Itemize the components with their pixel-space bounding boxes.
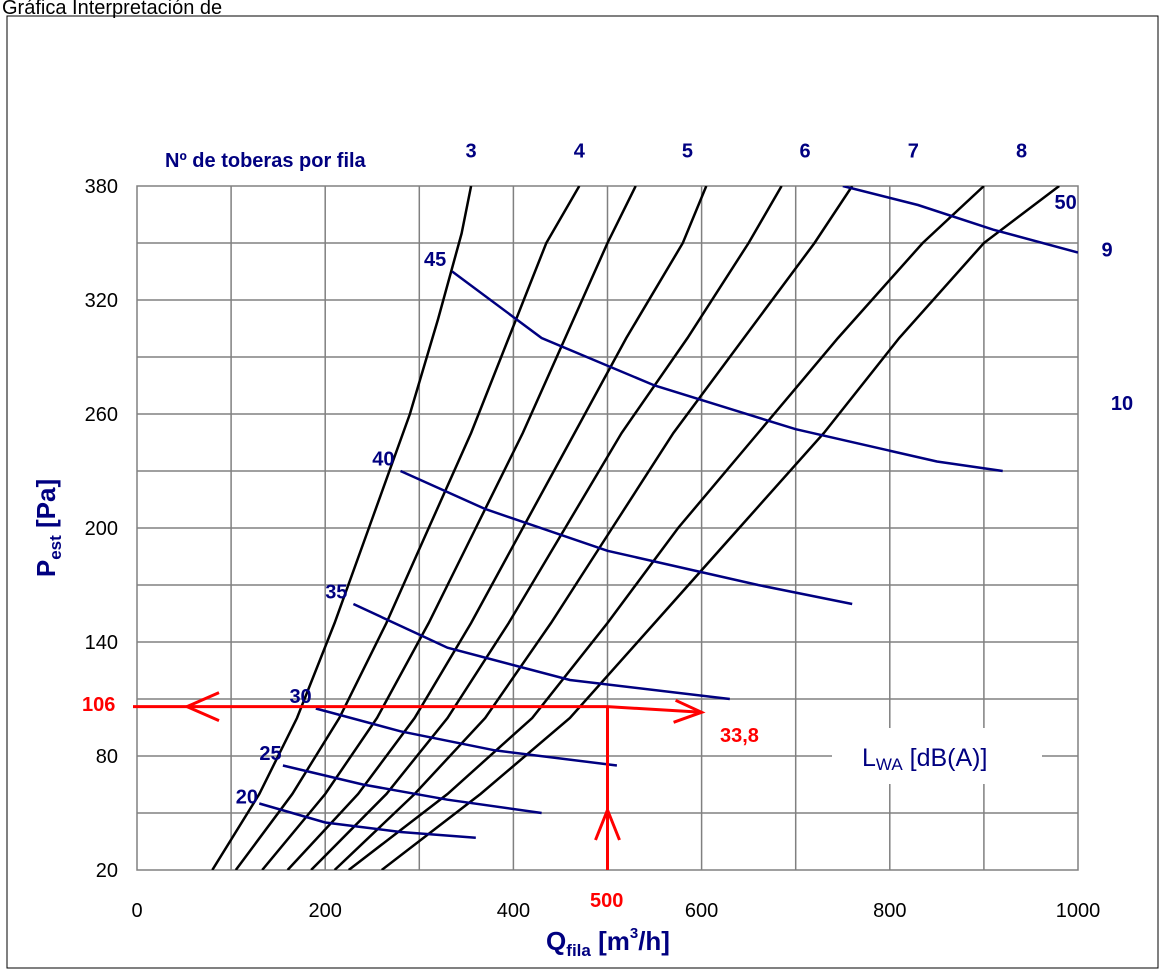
x-tick-label: 0 xyxy=(131,900,142,922)
x-tick-label: 400 xyxy=(497,900,530,922)
legend-label-main: L xyxy=(862,744,876,772)
sound-label-40: 40 xyxy=(372,448,394,470)
sound-label-45: 45 xyxy=(424,249,446,271)
y-tick-label: 80 xyxy=(96,746,118,768)
sound-label-30: 30 xyxy=(289,686,311,708)
example-p-value: 106 xyxy=(82,694,115,716)
y-axis-label: Pest [Pa] xyxy=(31,479,65,577)
sound-label-25: 25 xyxy=(259,743,281,765)
x-axis-label-unit-sup: 3 xyxy=(630,925,638,942)
sound-label-9: 9 xyxy=(1102,239,1113,261)
y-axis-label-sub: est xyxy=(46,535,65,560)
nozzle-label-8: 8 xyxy=(1016,141,1027,163)
example-q-value: 500 xyxy=(590,890,623,912)
legend-label-rest: [dB(A)] xyxy=(903,744,988,772)
example-lwa-value: 33,8 xyxy=(720,725,759,747)
y-tick-label: 20 xyxy=(96,860,118,882)
sound-label-10: 10 xyxy=(1111,393,1133,415)
x-tick-label: 200 xyxy=(309,900,342,922)
y-axis-label-unit: [Pa] xyxy=(31,479,61,535)
x-axis-label-main: Q xyxy=(546,926,566,956)
sound-label-20: 20 xyxy=(236,787,258,809)
y-axis-label-main: P xyxy=(31,560,61,577)
y-tick-label: 260 xyxy=(85,404,118,426)
nozzle-label-7: 7 xyxy=(908,141,919,163)
nozzle-header: Nº de toberas por fila xyxy=(165,150,367,172)
legend-label-sub: WA xyxy=(876,755,903,774)
sound-label-50: 50 xyxy=(1054,192,1076,214)
x-tick-label: 1000 xyxy=(1056,900,1101,922)
sound-label-35: 35 xyxy=(325,581,347,603)
y-tick-label: 320 xyxy=(85,290,118,312)
x-axis-label-unit-close: /h] xyxy=(638,926,670,956)
x-axis-label-unit-open: [m xyxy=(591,926,630,956)
y-tick-label: 380 xyxy=(85,176,118,198)
nozzle-label-6: 6 xyxy=(800,141,811,163)
nozzle-label-4: 4 xyxy=(574,141,586,163)
x-axis-label-sub: fila xyxy=(566,941,591,960)
x-tick-label: 800 xyxy=(873,900,906,922)
nozzle-label-3: 3 xyxy=(465,141,476,163)
x-tick-label: 600 xyxy=(685,900,718,922)
nozzle-label-5: 5 xyxy=(682,141,693,163)
y-tick-label: 200 xyxy=(85,518,118,540)
x-axis-label: Qfila [m3/h] xyxy=(546,925,670,960)
y-tick-label: 140 xyxy=(85,632,118,654)
